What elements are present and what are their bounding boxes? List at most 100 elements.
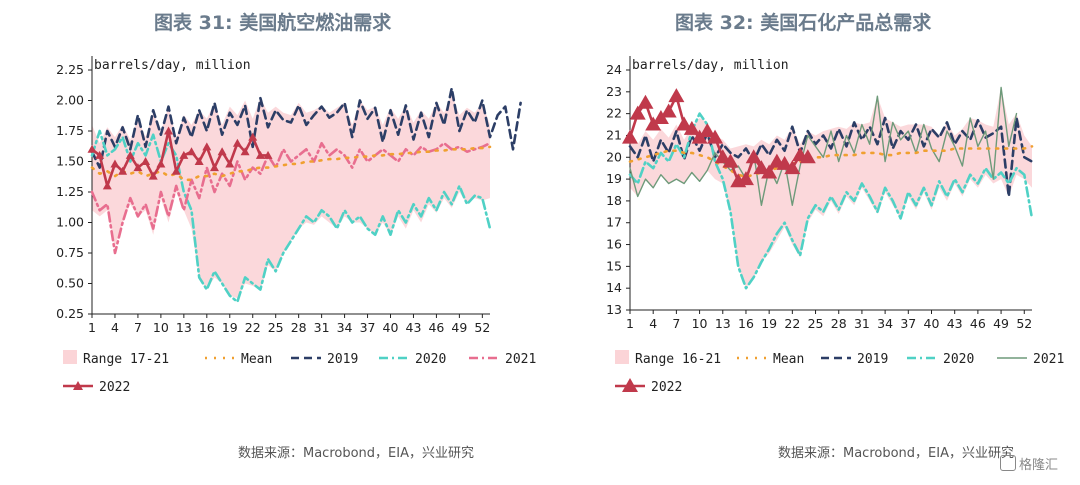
legend-label: 2019 [857,352,888,367]
point-2022 [699,123,716,138]
x-tick-label: 31 [854,316,870,331]
x-tick-label: 46 [428,320,444,335]
watermark-text: 格隆汇 [1019,458,1059,473]
point-2022 [714,149,731,164]
legend-label: 2021 [505,352,536,367]
x-tick-label: 22 [245,320,261,335]
x-tick-label: 28 [831,316,847,331]
point-2022 [745,149,762,164]
x-tick-label: 25 [808,316,824,331]
x-tick-label: 28 [291,320,307,335]
series-2021 [629,86,1018,207]
x-tick-label: 1 [626,316,634,331]
x-tick-label: 10 [692,316,708,331]
point-2022 [660,103,677,118]
y-tick-label: 13 [606,302,622,317]
x-tick-label: 34 [877,316,893,331]
x-tick-label: 4 [649,316,657,331]
x-tick-label: 25 [268,320,284,335]
x-tick-label: 19 [761,316,777,331]
y-tick-label: 17 [606,215,622,230]
point-2022 [248,132,258,141]
y-tick-label: 1.00 [56,215,84,230]
legend-label: Range 17-21 [83,352,169,367]
chart-title-right: 图表 32: 美国石化产品总需求 [675,12,932,34]
legend-marker-2022 [73,381,83,390]
y-tick-label: 0.75 [56,245,84,260]
point-2022 [125,150,135,159]
legend-label: 2022 [651,380,682,395]
point-2022 [776,155,793,170]
point-2022 [622,129,638,144]
x-tick-label: 37 [900,316,916,331]
y-tick-label: 14 [606,280,622,295]
x-tick-label: 13 [176,320,192,335]
x-tick-label: 1 [88,320,96,335]
point-2022 [637,94,654,109]
x-tick-label: 16 [738,316,754,331]
unit-label: barrels/day, million [632,58,789,73]
point-2022 [164,126,174,135]
x-tick-label: 31 [314,320,330,335]
legend-label: 2019 [327,352,358,367]
y-tick-label: 2.00 [56,93,84,108]
y-tick-label: 1.50 [56,154,84,169]
point-2022 [255,150,265,159]
y-tick-label: 21 [606,127,622,142]
x-tick-label: 13 [715,316,731,331]
legend-label: Mean [241,352,272,367]
point-2022 [668,88,685,103]
y-tick-label: 1.75 [56,123,84,138]
series-2019 [628,116,1034,198]
legend: Range 17-21 Mean 2019 2020 2021 2022 [63,350,536,395]
legend-swatch-range [615,350,629,364]
range-band [92,94,490,299]
x-tick-label: 37 [360,320,376,335]
point-2022 [761,164,778,179]
series-2020 [90,129,492,304]
point-2022 [753,160,770,175]
y-tick-label: 1.25 [56,184,84,199]
x-tick-label: 49 [451,320,467,335]
legend-label: Mean [773,352,804,367]
legend-marker-2022 [622,378,638,392]
point-2022 [799,149,816,164]
point-2022 [225,159,235,168]
point-2022 [141,157,151,165]
point-2022 [148,171,158,180]
y-tick-label: 0.50 [56,276,84,291]
x-tick-label: 10 [153,320,169,335]
x-tick-label: 22 [784,316,800,331]
y-tick-label: 23 [606,84,622,99]
x-tick-label: 43 [406,320,422,335]
series-2021 [90,141,492,255]
y-tick-label: 15 [606,258,622,273]
y-tick-label: 19 [606,171,622,186]
chart-title-left: 图表 31: 美国航空燃油需求 [154,12,392,34]
range-band [630,87,1032,289]
chart-jet-fuel-demand: 0.250.500.751.001.251.501.752.002.251 4 7 1… [56,56,536,395]
legend-label: 2020 [943,352,974,367]
point-2022 [133,163,143,172]
x-tick-label: 4 [111,320,119,335]
point-2022 [217,147,227,156]
point-2022 [722,153,739,168]
point-2022 [102,181,112,190]
point-2022 [232,138,242,147]
series-2019 [90,86,522,169]
y-tick-label: 20 [606,149,622,164]
x-tick-label: 43 [947,316,963,331]
legend-swatch-range [63,350,77,364]
logo-icon [1000,455,1016,471]
point-2022 [87,144,97,153]
unit-label: barrels/day, million [94,58,251,73]
x-tick-label: 40 [924,316,940,331]
series-2020 [628,112,1034,290]
x-tick-label: 34 [337,320,353,335]
legend: Range 16-21 Mean 2019 2020 2021 2022 [615,350,1064,395]
x-tick-label: 40 [383,320,399,335]
point-2022 [784,160,801,175]
point-2022 [118,166,128,175]
point-2022 [179,150,189,159]
